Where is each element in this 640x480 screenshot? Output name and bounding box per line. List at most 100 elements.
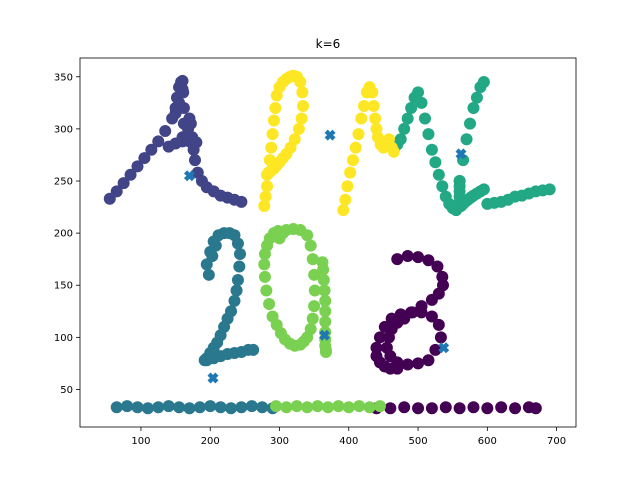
data-point	[353, 400, 366, 413]
data-point	[429, 343, 442, 356]
data-point	[373, 400, 386, 413]
data-point	[460, 133, 473, 146]
x-tick-label: 200	[201, 436, 220, 447]
data-point	[439, 401, 452, 414]
data-point	[378, 320, 391, 333]
data-point	[425, 293, 438, 306]
data-point	[184, 117, 197, 130]
data-point	[306, 253, 319, 266]
x-tick-label: 600	[478, 436, 497, 447]
data-point	[124, 168, 137, 181]
x-tick-label: 300	[270, 436, 289, 447]
data-point	[495, 401, 508, 414]
data-point	[332, 400, 345, 413]
data-point	[543, 183, 556, 196]
cluster-2-points	[110, 227, 279, 415]
data-point	[529, 402, 542, 415]
data-point	[306, 312, 319, 325]
data-point	[152, 401, 165, 414]
data-point	[235, 401, 248, 414]
data-point	[418, 112, 431, 125]
data-point	[209, 239, 222, 252]
data-point	[401, 112, 414, 125]
data-point	[176, 74, 189, 87]
data-point	[204, 400, 217, 413]
data-point	[263, 298, 276, 310]
data-point	[434, 331, 447, 344]
chart-title: k=6	[316, 37, 341, 51]
data-point	[391, 362, 404, 375]
data-point	[131, 160, 144, 173]
data-point	[121, 400, 134, 413]
data-point	[425, 402, 438, 415]
data-point	[366, 86, 379, 99]
data-point	[152, 135, 165, 148]
data-point	[339, 193, 352, 206]
data-point	[412, 86, 425, 99]
data-point	[398, 122, 411, 135]
data-point	[405, 102, 418, 115]
center-marker	[455, 148, 467, 160]
data-point	[259, 190, 272, 203]
data-point	[301, 229, 314, 242]
data-point	[162, 400, 175, 413]
data-point	[352, 128, 365, 141]
data-point	[311, 400, 324, 413]
cluster-5-points	[258, 69, 400, 217]
data-point	[415, 96, 428, 109]
data-point	[341, 180, 354, 193]
data-point	[292, 122, 305, 135]
data-point	[344, 166, 357, 179]
data-point	[295, 112, 308, 125]
x-tick-label: 400	[339, 436, 358, 447]
y-tick-label: 250	[54, 177, 73, 188]
data-point	[346, 154, 359, 167]
data-point	[272, 225, 285, 238]
y-tick-label: 300	[54, 124, 73, 135]
data-point	[412, 402, 425, 415]
data-point	[425, 310, 438, 323]
data-point	[387, 145, 400, 158]
data-point	[373, 331, 386, 344]
data-point	[422, 354, 435, 367]
cluster-3-points	[387, 75, 556, 217]
data-point	[235, 195, 248, 208]
data-point	[432, 168, 445, 181]
axis-ticks: 100 200 300 400 500 600 700 50 100 150 200 250 300 35…	[54, 72, 566, 447]
data-point	[145, 143, 158, 156]
data-point	[234, 247, 247, 260]
data-point	[355, 112, 368, 125]
data-point	[169, 107, 182, 120]
data-point	[382, 331, 395, 344]
data-point	[159, 124, 172, 137]
data-point	[401, 358, 414, 371]
data-point	[228, 294, 241, 307]
data-point	[173, 401, 186, 414]
data-point	[183, 402, 196, 415]
data-point	[391, 253, 404, 266]
data-point	[342, 401, 355, 414]
data-point	[363, 401, 376, 414]
center-marker	[207, 372, 219, 384]
data-point	[231, 274, 244, 287]
data-point	[294, 75, 307, 88]
data-point	[425, 143, 438, 156]
data-point	[337, 204, 350, 217]
data-point	[261, 180, 274, 193]
data-point	[141, 402, 154, 415]
data-point	[422, 128, 435, 141]
data-point	[256, 401, 269, 414]
data-point	[131, 401, 144, 414]
data-point	[266, 128, 279, 141]
data-point	[477, 75, 490, 88]
data-point	[358, 99, 371, 112]
data-point	[319, 315, 332, 328]
data-point	[405, 306, 418, 319]
data-point	[110, 401, 123, 414]
data-point	[412, 357, 425, 370]
data-point	[453, 402, 466, 415]
data-point	[481, 402, 494, 415]
x-tick-label: 100	[131, 436, 150, 447]
data-point	[319, 294, 332, 307]
